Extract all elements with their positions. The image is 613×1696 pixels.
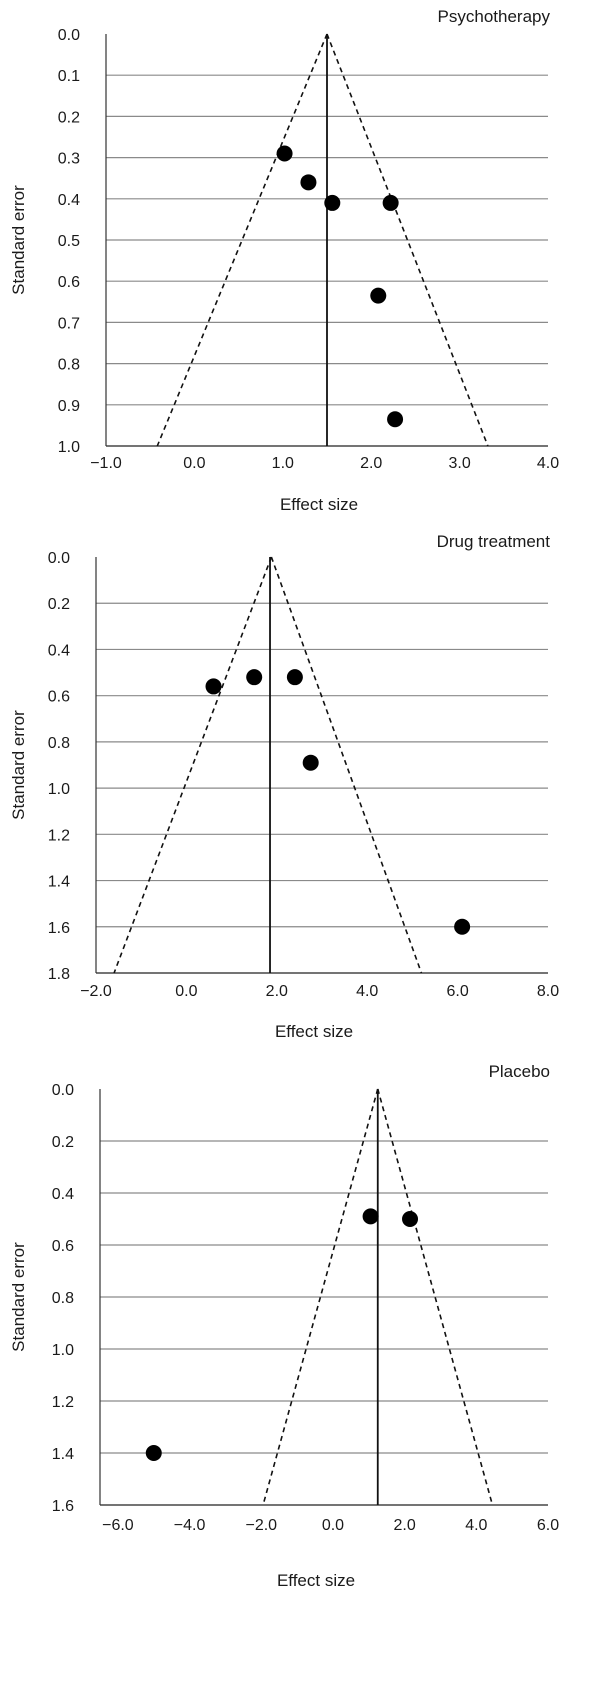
x-tick-label: −2.0: [80, 983, 112, 1000]
x-tick-label: 2.0: [266, 983, 288, 1000]
y-tick-label: 0.4: [52, 1186, 74, 1203]
x-tick-label: −4.0: [174, 1517, 206, 1534]
funnel-right-limit: [270, 556, 423, 974]
y-tick-label: 1.0: [52, 1342, 74, 1359]
y-tick-label: 0.0: [48, 550, 70, 567]
study-point: [300, 174, 317, 191]
x-tick-label: −2.0: [245, 1517, 277, 1534]
y-tick-label: 0.3: [58, 151, 80, 168]
y-tick-label: 1.2: [52, 1394, 74, 1411]
y-tick-label: 0.0: [58, 27, 80, 44]
x-tick-label: 4.0: [537, 455, 559, 472]
y-axis-title: Standard error: [9, 185, 28, 295]
x-tick-label: 1.0: [272, 455, 294, 472]
study-point: [324, 194, 341, 211]
y-tick-label: 0.6: [48, 689, 70, 706]
y-tick-label: 0.8: [48, 735, 70, 752]
y-tick-label: 0.8: [58, 357, 80, 374]
y-tick-label: 0.2: [58, 109, 80, 126]
funnel-left-limit: [113, 556, 273, 974]
study-point: [276, 145, 293, 162]
x-axis-title: Effect size: [277, 1571, 355, 1590]
panel-title: Drug treatment: [437, 532, 551, 551]
y-tick-label: 0.2: [52, 1134, 74, 1151]
funnel-plot-1: 0.0 0.1 0.2 0.3 0.4 0.5 0.6 0.7 0.8 0.9 1.0 −1.0 0.0…: [9, 7, 559, 514]
y-tick-label: 1.8: [48, 966, 70, 983]
y-tick-label: 0.7: [58, 315, 80, 332]
y-tick-label: 0.8: [52, 1290, 74, 1307]
y-tick-label: 0.2: [48, 596, 70, 613]
y-tick-label: 1.0: [58, 439, 80, 456]
y-tick-label: 1.4: [52, 1446, 74, 1463]
y-tick-label: 0.4: [48, 642, 70, 659]
x-tick-label: 0.0: [175, 983, 197, 1000]
x-tick-label: 2.0: [394, 1517, 416, 1534]
study-point: [286, 669, 303, 686]
study-point: [382, 194, 399, 211]
y-tick-label: 0.6: [58, 274, 80, 291]
y-tick-label: 0.6: [52, 1238, 74, 1255]
y-tick-label: 0.5: [58, 233, 80, 250]
x-tick-label: 8.0: [537, 983, 559, 1000]
y-tick-label: 0.1: [58, 68, 80, 85]
y-axis-title: Standard error: [9, 710, 28, 820]
study-point: [205, 678, 222, 695]
study-point: [454, 918, 471, 935]
x-tick-label: 3.0: [448, 455, 470, 472]
study-point: [402, 1211, 419, 1227]
x-axis-title: Effect size: [275, 1022, 353, 1041]
funnel-left-limit: [156, 33, 328, 447]
x-tick-label: −1.0: [90, 455, 122, 472]
x-tick-label: 6.0: [537, 1517, 559, 1534]
panel-title: Placebo: [489, 1062, 550, 1081]
y-tick-label: 1.6: [48, 920, 70, 937]
y-axis-title: Standard error: [9, 1242, 28, 1352]
study-point: [387, 411, 404, 428]
study-point: [370, 287, 387, 304]
x-tick-label: 4.0: [465, 1517, 487, 1534]
x-tick-label: 0.0: [322, 1517, 344, 1534]
y-tick-label: 0.4: [58, 192, 80, 209]
study-point: [302, 754, 319, 771]
y-tick-label: 1.0: [48, 781, 70, 798]
study-point: [145, 1445, 162, 1461]
panel-title: Psychotherapy: [438, 7, 551, 26]
y-tick-label: 0.0: [52, 1082, 74, 1099]
x-tick-label: 4.0: [356, 983, 378, 1000]
y-tick-label: 0.9: [58, 398, 80, 415]
funnel-plot-2: 0.0 0.2 0.4 0.6 0.8 1.0 1.2 1.4 1.6 1.8 −2.0 0.0 2.0…: [9, 532, 559, 1041]
x-tick-label: 0.0: [183, 455, 205, 472]
x-axis-title: Effect size: [280, 495, 358, 514]
funnel-right-limit: [326, 33, 489, 447]
study-point: [246, 669, 263, 686]
y-tick-label: 1.2: [48, 827, 70, 844]
x-tick-label: 6.0: [446, 983, 468, 1000]
x-tick-label: −6.0: [102, 1517, 134, 1534]
study-point: [362, 1208, 379, 1225]
y-tick-label: 1.4: [48, 874, 70, 891]
y-tick-label: 1.6: [52, 1498, 74, 1515]
x-tick-label: 2.0: [360, 455, 382, 472]
funnel-plot-3: 0.0 0.2 0.4 0.6 0.8 1.0 1.2 1.4 1.6 −6.0 −4.0 −2.0 0…: [9, 1062, 559, 1590]
